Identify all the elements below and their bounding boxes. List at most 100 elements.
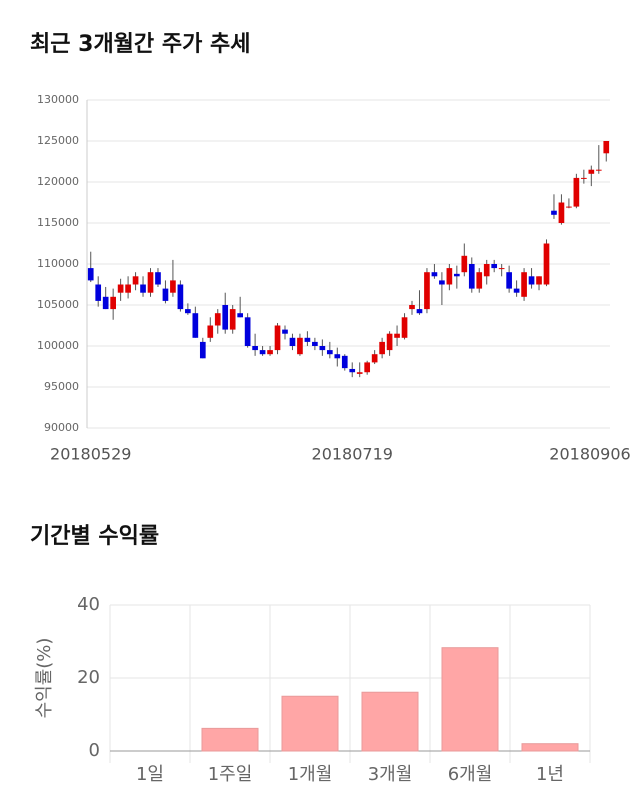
candle-body xyxy=(334,354,341,359)
candle-body xyxy=(304,337,311,342)
candle-body xyxy=(274,325,281,351)
candle-body xyxy=(132,276,139,285)
y-tick-label: 95000 xyxy=(44,380,79,393)
candle-body xyxy=(536,276,542,285)
candle-body xyxy=(453,273,460,277)
candle-body xyxy=(483,264,490,277)
y-tick-label: 110000 xyxy=(37,257,79,270)
candle-body xyxy=(543,243,550,285)
candle-body xyxy=(551,210,557,215)
x-tick-label: 6개월 xyxy=(448,764,493,785)
x-tick-label: 1일 xyxy=(136,764,164,785)
candle-body xyxy=(394,333,400,338)
y-tick-label: 90000 xyxy=(44,421,79,434)
candle-body xyxy=(603,141,610,154)
candle-body xyxy=(446,268,453,285)
candle-body xyxy=(95,284,102,301)
candle-body xyxy=(371,354,378,363)
candle-body xyxy=(170,280,176,293)
x-tick-label: 20180719 xyxy=(312,445,393,464)
candle-body xyxy=(222,305,229,330)
candle-body xyxy=(229,309,236,330)
candle-body xyxy=(199,341,206,359)
candle-body xyxy=(416,309,423,314)
candle-body xyxy=(431,272,438,277)
candle-body xyxy=(110,296,116,310)
x-tick-label: 1주일 xyxy=(208,764,253,785)
candle-body xyxy=(192,313,199,338)
candle-body xyxy=(521,272,527,297)
candle-body xyxy=(491,264,498,269)
candle-body xyxy=(125,284,131,293)
bar xyxy=(441,647,499,752)
y-tick-label: 100000 xyxy=(37,339,79,352)
candle-body xyxy=(140,284,146,293)
candle-body xyxy=(185,309,191,314)
y-tick-label: 20 xyxy=(77,667,100,688)
candle-body xyxy=(558,202,565,223)
candle-body xyxy=(468,264,475,289)
candle-body xyxy=(214,313,221,326)
candle-body xyxy=(289,337,296,346)
x-tick-label: 20180529 xyxy=(50,445,131,464)
y-axis-label: 수익률(%) xyxy=(34,638,55,719)
bar xyxy=(521,743,579,752)
y-tick-label: 0 xyxy=(89,740,100,761)
candle-body xyxy=(461,255,468,273)
candle-body xyxy=(424,272,430,310)
candle-body xyxy=(117,284,124,293)
candle-body xyxy=(237,313,244,318)
candle-body xyxy=(513,288,520,293)
candle-body xyxy=(155,272,161,285)
candle-body xyxy=(102,296,109,310)
candle-body xyxy=(207,325,214,338)
candle-body xyxy=(244,317,251,346)
candle-body xyxy=(326,350,333,355)
candle-body xyxy=(588,169,595,174)
chart-title: 기간별 수익률 xyxy=(30,524,159,549)
candle-body xyxy=(282,329,288,334)
candle-body xyxy=(177,284,184,310)
candle-body xyxy=(162,288,169,301)
candle-body xyxy=(147,272,154,293)
y-tick-label: 125000 xyxy=(37,134,79,147)
x-tick-label: 1년 xyxy=(536,764,564,785)
candle-body xyxy=(476,272,483,289)
candle-body xyxy=(409,305,415,310)
candle-body xyxy=(319,346,326,351)
candle-body xyxy=(595,169,602,171)
candle-body xyxy=(566,206,572,208)
candle-body xyxy=(252,346,258,351)
bar xyxy=(201,727,259,752)
bar xyxy=(281,695,339,752)
candle-body xyxy=(364,362,371,373)
candle-body xyxy=(528,276,535,285)
candle-body xyxy=(573,177,580,207)
candle-body xyxy=(506,272,512,289)
candle-body xyxy=(498,268,505,270)
candle-body xyxy=(386,333,393,351)
candle-body xyxy=(259,350,266,355)
candle-body xyxy=(356,372,363,374)
y-tick-label: 40 xyxy=(77,594,100,615)
candle-body xyxy=(379,341,385,355)
y-tick-label: 120000 xyxy=(37,175,79,188)
x-tick-label: 3개월 xyxy=(368,764,413,785)
candle-body xyxy=(267,350,273,355)
x-tick-label: 20180906 xyxy=(549,445,630,464)
candle-body xyxy=(341,355,348,369)
candle-body xyxy=(581,177,587,179)
candle-body xyxy=(297,337,303,355)
candle-body xyxy=(312,341,318,346)
y-tick-label: 105000 xyxy=(37,298,79,311)
y-tick-label: 115000 xyxy=(37,216,79,229)
candle-body xyxy=(87,268,94,281)
candle-body xyxy=(401,317,408,338)
candle-body xyxy=(439,280,445,285)
chart-title: 최근 3개월간 주가 추세 xyxy=(30,32,250,57)
y-tick-label: 130000 xyxy=(37,93,79,106)
x-tick-label: 1개월 xyxy=(288,764,333,785)
candle-body xyxy=(349,368,356,373)
bar xyxy=(361,691,419,752)
